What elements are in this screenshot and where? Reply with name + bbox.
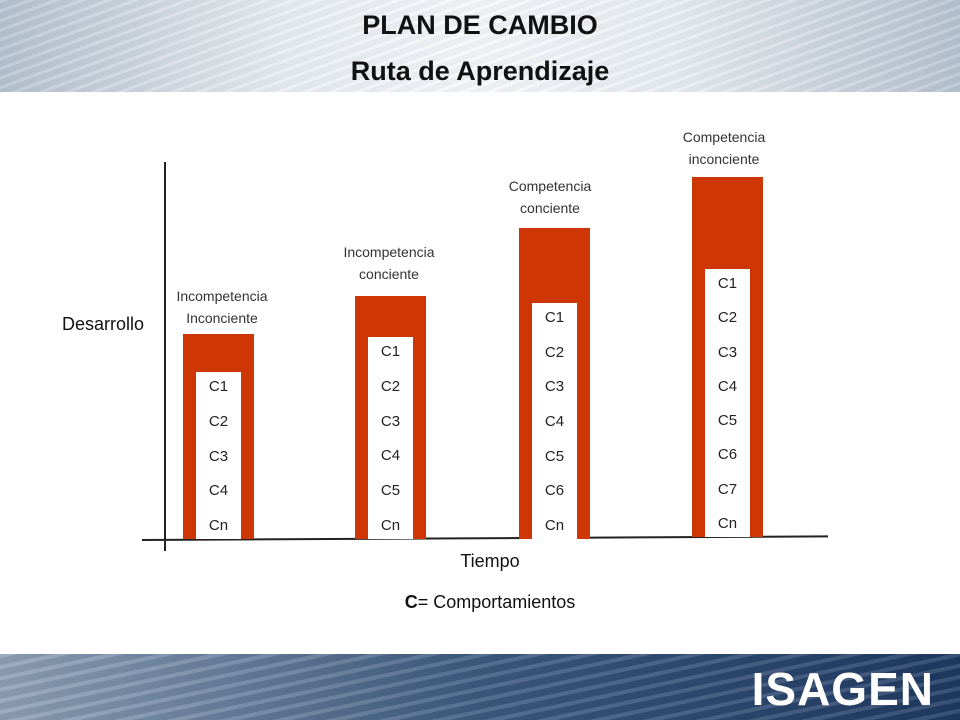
behavior-item: C1 <box>208 378 229 395</box>
behavior-item: Cn <box>208 517 229 534</box>
isagen-logo: ISAGEN <box>751 663 934 715</box>
stage-label: Incompetencia conciente <box>329 241 449 285</box>
behavior-item: C7 <box>717 480 738 498</box>
x-axis-label: Tiempo <box>460 551 520 571</box>
stage-label-line: Incompetencia <box>343 244 435 260</box>
behavior-item: C4 <box>717 377 738 395</box>
behavior-item: C5 <box>544 447 565 465</box>
header-band <box>0 0 960 92</box>
stage-bar: C1 C2 C3 C4 C5 C6 C7 Cn <box>692 177 763 537</box>
y-axis-label: Desarrollo <box>62 314 145 334</box>
stage-label-line: Inconciente <box>186 310 258 326</box>
stage-label: Incompetencia Inconciente <box>162 285 282 329</box>
behavior-item: Cn <box>544 516 565 534</box>
behavior-item: C3 <box>380 412 401 430</box>
behavior-item: C3 <box>717 343 738 361</box>
behavior-item: C5 <box>380 482 401 500</box>
legend: C= Comportamientos <box>340 592 640 613</box>
behavior-item: C2 <box>717 309 738 327</box>
behavior-item: C4 <box>208 482 229 500</box>
behavior-item: C1 <box>380 343 401 360</box>
behavior-item: C2 <box>544 343 565 361</box>
behavior-list: C1 C2 C3 C4 C5 C6 Cn <box>532 303 577 539</box>
behavior-item: C2 <box>208 412 229 430</box>
stage-label-line: Competencia <box>508 178 592 194</box>
stage-label: Competencia inconciente <box>664 126 784 170</box>
behavior-item: Cn <box>380 516 401 534</box>
behavior-item: C4 <box>544 412 565 430</box>
behavior-item: Cn <box>717 514 738 532</box>
y-axis-line <box>164 162 166 551</box>
behavior-item: C6 <box>544 482 565 500</box>
behavior-list: C1 C2 C3 C4 C5 Cn <box>368 337 413 539</box>
behavior-item: C1 <box>717 275 738 292</box>
page-subtitle: Ruta de Aprendizaje <box>350 56 610 86</box>
stage-label-line: Competencia <box>682 129 766 145</box>
stage-label-line: Incompetencia <box>176 288 268 304</box>
stage-bar: C1 C2 C3 C4 Cn <box>183 334 254 539</box>
behavior-list: C1 C2 C3 C4 Cn <box>196 372 241 539</box>
behavior-item: C6 <box>717 446 738 464</box>
footer-band: ISAGEN <box>0 654 960 720</box>
behavior-item: C3 <box>544 378 565 396</box>
legend-text: = Comportamientos <box>417 592 576 612</box>
stage-bar: C1 C2 C3 C4 C5 C6 Cn <box>519 228 590 539</box>
stage-label: Competencia conciente <box>490 175 610 219</box>
behavior-item: C5 <box>717 412 738 430</box>
page-title: PLAN DE CAMBIO <box>362 10 598 40</box>
stage-label-line: conciente <box>520 200 580 216</box>
stage-label-line: conciente <box>359 266 419 282</box>
behavior-item: C2 <box>380 377 401 395</box>
behavior-item: C3 <box>208 447 229 465</box>
behavior-item: C1 <box>544 309 565 326</box>
behavior-list: C1 C2 C3 C4 C5 C6 C7 Cn <box>705 269 750 537</box>
stage-label-line: inconciente <box>688 151 760 167</box>
stage-bar: C1 C2 C3 C4 C5 Cn <box>355 296 426 539</box>
behavior-item: C4 <box>380 447 401 465</box>
legend-key: C <box>404 592 418 612</box>
